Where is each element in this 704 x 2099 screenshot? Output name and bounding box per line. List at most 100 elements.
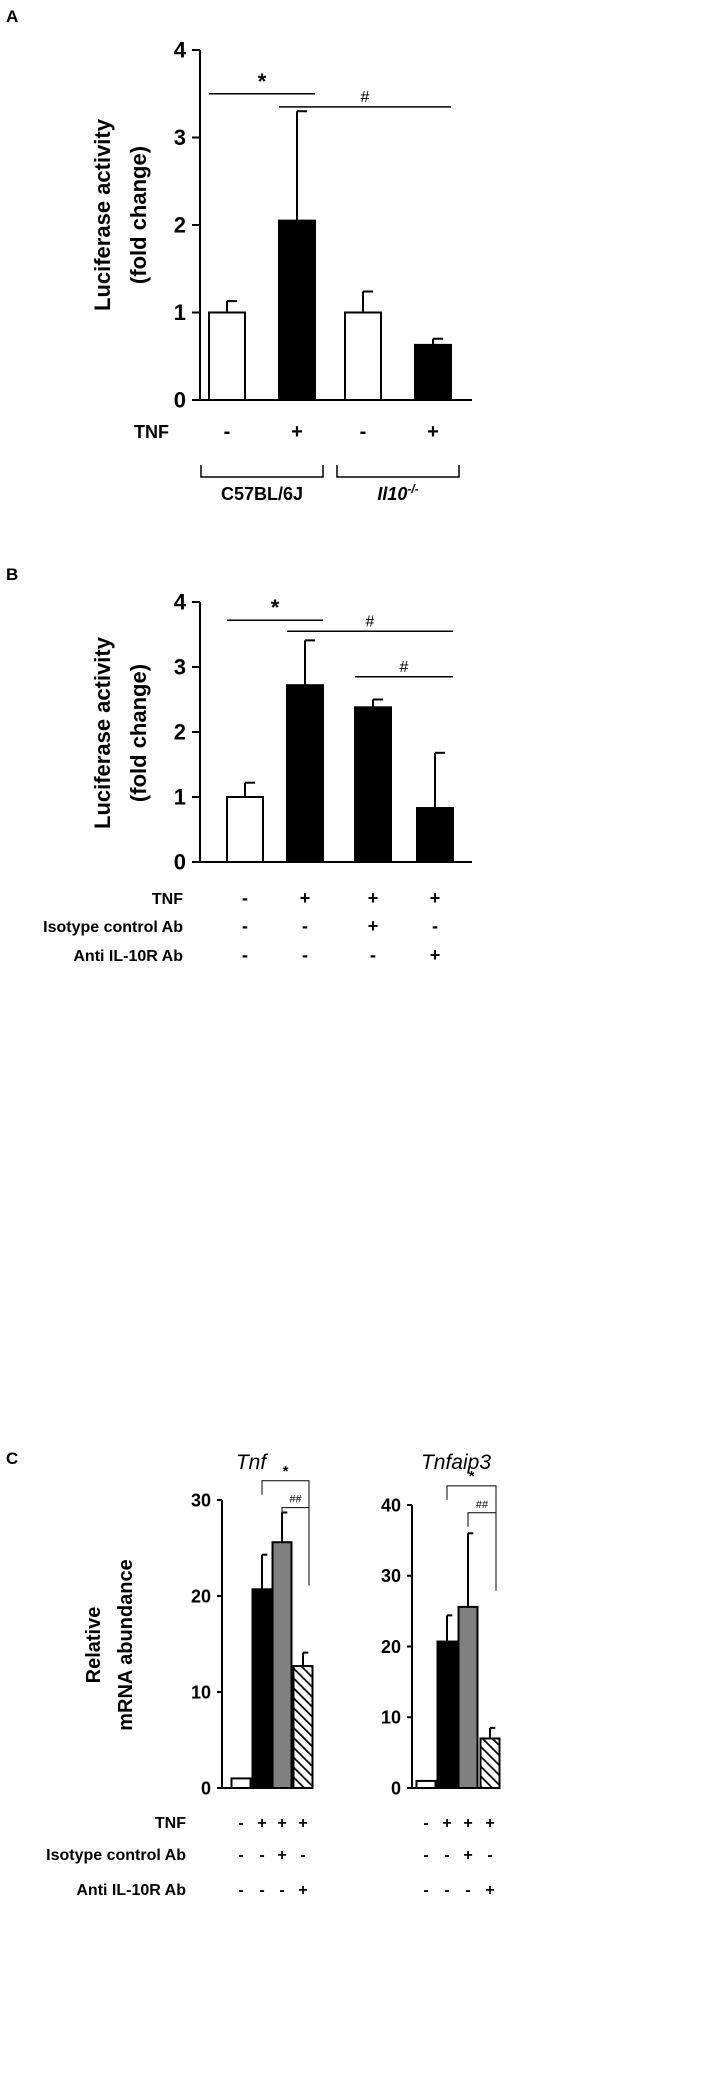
significance-label: *	[271, 595, 280, 620]
condition-sign: +	[485, 1815, 494, 1832]
y-tick-label: 40	[381, 1495, 401, 1515]
y-tick-label: 20	[191, 1586, 211, 1606]
condition-sign: +	[485, 1882, 494, 1899]
bar	[251, 1588, 273, 1790]
bar	[436, 1640, 458, 1789]
condition-sign: +	[442, 1815, 451, 1832]
condition-sign: +	[430, 945, 441, 965]
significance-label: *	[258, 69, 267, 94]
y-tick-label: 0	[391, 1778, 401, 1798]
condition-sign: -	[487, 1847, 492, 1864]
y-tick-label: 3	[174, 125, 186, 150]
condition-sign: +	[430, 888, 441, 908]
y-axis-label: (fold change)	[126, 664, 151, 802]
condition-label: TNF	[155, 1815, 186, 1832]
y-tick-label: 4	[174, 38, 187, 63]
bar	[479, 1737, 501, 1789]
condition-sign: +	[368, 888, 379, 908]
y-tick-label: 0	[201, 1778, 211, 1798]
y-axis-label: Relative	[83, 1607, 105, 1684]
bar	[226, 796, 264, 863]
panel-letter-b: B	[6, 565, 18, 584]
y-axis-label: Luciferase activity	[90, 118, 115, 311]
chart-title: Tnf	[236, 1451, 269, 1474]
significance-label: *	[469, 1468, 475, 1485]
chart-panel-a: 0 1 2 3 4 Luciferase activity (fold change) TNF…	[90, 38, 472, 504]
condition-sign: +	[300, 888, 311, 908]
bar	[292, 1665, 314, 1789]
condition-label: TNF	[134, 422, 169, 442]
y-axis-label: (fold change)	[126, 146, 151, 284]
condition-sign: -	[242, 945, 248, 965]
bar	[344, 311, 382, 401]
condition-sign: +	[298, 1882, 307, 1899]
condition-sign: -	[302, 945, 308, 965]
significance-label: ##	[476, 1499, 489, 1511]
condition-label: Isotype control Ab	[46, 1847, 186, 1864]
bar	[416, 807, 454, 863]
condition-sign: -	[423, 1847, 428, 1864]
significance-bracket	[281, 1507, 310, 1586]
bar	[208, 311, 246, 401]
condition-sign: -	[465, 1882, 470, 1899]
bar	[286, 684, 324, 864]
condition-sign: +	[257, 1815, 266, 1832]
y-tick-label: 10	[191, 1682, 211, 1702]
condition-sign: +	[463, 1815, 472, 1832]
condition-sign: +	[368, 916, 379, 936]
condition-label: Anti IL-10R Ab	[76, 1882, 186, 1899]
bar	[354, 706, 392, 863]
condition-sign: -	[259, 1882, 264, 1899]
condition-sign: +	[463, 1847, 472, 1864]
condition-sign: -	[238, 1815, 243, 1832]
y-tick-label: 3	[174, 655, 186, 680]
group-label: Il10-/-	[377, 482, 418, 504]
y-tick-label: 2	[174, 720, 186, 745]
condition-sign: -	[432, 916, 438, 936]
condition-sign: -	[370, 945, 376, 965]
condition-sign: -	[444, 1882, 449, 1899]
condition-sign: -	[259, 1847, 264, 1864]
condition-sign: -	[300, 1847, 305, 1864]
group-bracket	[336, 465, 460, 478]
significance-label: #	[361, 89, 370, 106]
y-tick-label: 2	[174, 213, 186, 238]
condition-sign: -	[444, 1847, 449, 1864]
y-axis-label: mRNA abundance	[115, 1559, 137, 1731]
y-tick-label: 30	[191, 1490, 211, 1510]
y-tick-label: 0	[174, 388, 186, 413]
bar	[278, 219, 316, 401]
condition-sign: -	[423, 1815, 428, 1832]
bar	[271, 1541, 293, 1789]
group-label-superscript: -/-	[407, 482, 418, 496]
y-tick-label: 20	[381, 1637, 401, 1657]
y-axis-label: Luciferase activity	[90, 636, 115, 829]
chart-panel-b: 0 1 2 3 4 Luciferase activity (fold change) TNF…	[43, 590, 472, 965]
significance-bracket	[467, 1512, 497, 1591]
condition-sign: +	[277, 1815, 286, 1832]
condition-sign: +	[427, 421, 439, 443]
bar	[415, 1779, 437, 1790]
group-label: C57BL/6J	[221, 484, 303, 504]
panel-letter-c: C	[6, 1449, 18, 1468]
panel-letter-a: A	[6, 7, 18, 26]
condition-sign: +	[291, 421, 303, 443]
y-tick-label: 30	[381, 1566, 401, 1586]
condition-sign: -	[238, 1882, 243, 1899]
condition-sign: -	[242, 888, 248, 908]
y-tick-label: 0	[174, 850, 186, 875]
bar	[457, 1605, 479, 1789]
condition-sign: -	[302, 916, 308, 936]
condition-sign: +	[298, 1815, 307, 1832]
significance-label: *	[283, 1463, 289, 1480]
significance-label: #	[366, 613, 375, 630]
significance-label: #	[400, 659, 409, 676]
condition-label: Anti IL-10R Ab	[73, 948, 183, 965]
condition-sign: -	[360, 421, 367, 443]
group-bracket	[200, 465, 324, 478]
y-tick-label: 10	[381, 1708, 401, 1728]
bar	[230, 1777, 252, 1790]
